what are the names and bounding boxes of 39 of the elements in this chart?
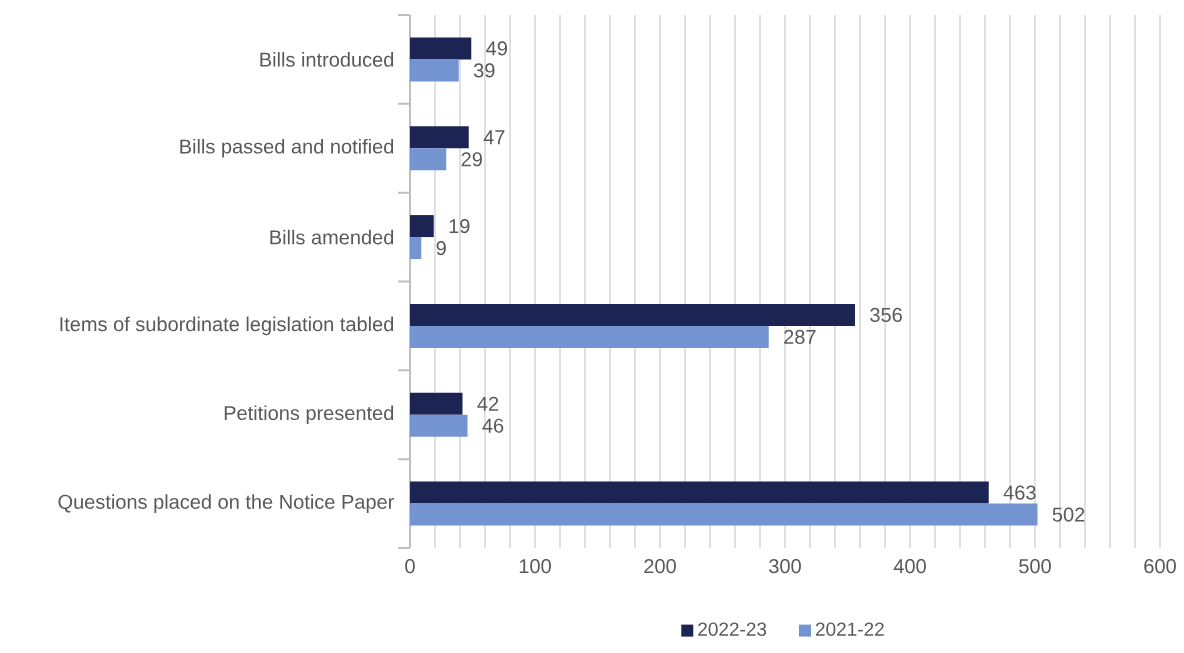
data-label: 502	[1052, 507, 1085, 522]
bar	[410, 37, 472, 60]
bar	[410, 414, 468, 437]
bar	[410, 215, 434, 238]
data-label: 9	[436, 241, 446, 256]
x-tick-label: 200	[644, 559, 676, 574]
data-label: 287	[784, 329, 816, 344]
bar	[410, 392, 463, 415]
x-tick-label: 0	[405, 559, 415, 574]
bar	[410, 59, 459, 82]
data-label: 49	[486, 41, 507, 56]
data-label: 46	[482, 418, 504, 433]
data-label: 39	[473, 63, 495, 78]
y-tick-label: Bills amended	[270, 229, 394, 245]
x-tick-label: 300	[769, 559, 801, 574]
x-tick-label: 500	[1019, 559, 1051, 574]
bar	[410, 503, 1038, 526]
y-tick-label: Bills introduced	[260, 52, 394, 67]
data-label: 42	[477, 396, 499, 411]
data-label: 19	[449, 219, 470, 234]
x-tick-label: 100	[519, 559, 551, 574]
data-label: 47	[483, 130, 505, 145]
data-label: 29	[461, 152, 482, 167]
x-tick-label: 600	[1144, 559, 1176, 574]
legend-label: 2021-22	[815, 622, 884, 636]
data-label: 463	[1003, 485, 1036, 500]
bar	[410, 237, 422, 260]
bar	[410, 303, 855, 326]
x-tick-label: 400	[893, 559, 926, 574]
bar	[410, 148, 447, 171]
y-tick-label: Questions placed on the Notice Paper	[58, 494, 395, 513]
y-tick-label: Petitions presented	[224, 405, 394, 425]
data-label: 356	[870, 307, 902, 322]
y-tick-label: Items of subordinate legislation tabled	[60, 316, 394, 336]
bar	[410, 481, 989, 504]
y-tick-label: Bills passed and notified	[180, 138, 394, 158]
legend-label: 2022-23	[698, 622, 767, 636]
bar	[410, 126, 469, 149]
bar	[410, 325, 769, 348]
